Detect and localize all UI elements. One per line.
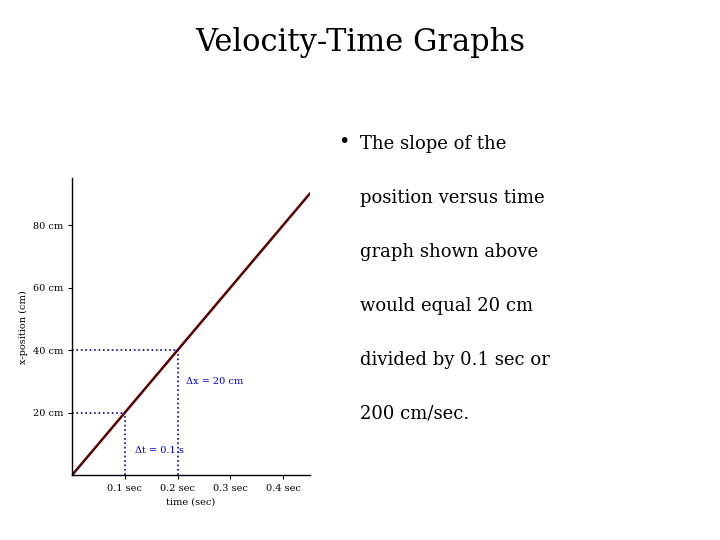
Text: position versus time: position versus time [360,189,544,207]
Text: divided by 0.1 sec or: divided by 0.1 sec or [360,351,550,369]
X-axis label: time (sec): time (sec) [166,497,215,507]
Text: The slope of the: The slope of the [360,135,506,153]
Text: graph shown above: graph shown above [360,243,538,261]
Text: 200 cm/sec.: 200 cm/sec. [360,405,469,423]
Text: Δt = 0.1 s: Δt = 0.1 s [135,446,184,455]
Text: Velocity-Time Graphs: Velocity-Time Graphs [195,27,525,58]
Text: would equal 20 cm: would equal 20 cm [360,297,533,315]
Y-axis label: x-position (cm): x-position (cm) [19,290,28,363]
Text: •: • [338,132,350,151]
Text: Δx = 20 cm: Δx = 20 cm [186,377,243,386]
